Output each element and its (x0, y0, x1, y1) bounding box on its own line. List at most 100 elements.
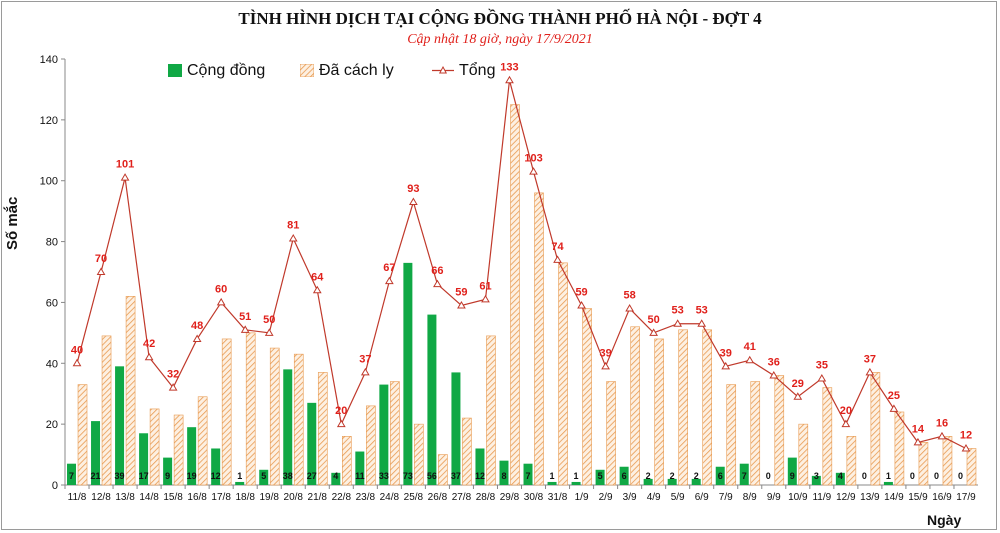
x-tick-label: 12/8 (91, 492, 111, 503)
bar-cong-dong (595, 469, 605, 485)
data-label-tong: 14 (912, 423, 925, 435)
bar-da-cach-ly (726, 384, 737, 486)
bar-da-cach-ly (846, 436, 857, 486)
data-label-cong-dong: 0 (934, 471, 939, 481)
y-tick-label: 0 (52, 480, 58, 492)
data-label-tong: 39 (599, 347, 611, 359)
bar-cong-dong (787, 457, 797, 485)
x-tick-label: 25/8 (404, 492, 424, 503)
point-tong (72, 358, 82, 367)
x-tick-label: 13/9 (860, 492, 880, 503)
x-tick-label: 3/9 (623, 492, 637, 503)
x-axis-label: Ngày (927, 512, 962, 528)
point-tong (769, 370, 779, 379)
data-label-cong-dong: 3 (814, 471, 819, 481)
data-label-tong: 12 (960, 429, 972, 441)
data-label-cong-dong: 1 (237, 471, 242, 481)
data-label-cong-dong: 0 (862, 471, 867, 481)
y-tick-label: 140 (40, 54, 58, 66)
data-label-tong: 50 (263, 314, 275, 326)
y-tick-label: 60 (46, 297, 58, 309)
x-tick-label: 16/8 (187, 492, 207, 503)
point-tong (577, 300, 586, 309)
data-label-cong-dong: 4 (333, 471, 338, 481)
data-label-cong-dong: 12 (211, 471, 221, 481)
data-label-cong-dong: 6 (718, 471, 723, 481)
bar-cong-dong (355, 451, 365, 485)
bar-da-cach-ly (534, 192, 544, 486)
bar-cong-dong (739, 463, 749, 485)
data-label-cong-dong: 2 (694, 471, 699, 481)
x-tick-label: 20/8 (284, 492, 304, 503)
bar-cong-dong (331, 472, 341, 485)
point-tong (168, 383, 178, 391)
x-tick-label: 16/9 (932, 492, 952, 503)
data-label-cong-dong: 5 (261, 471, 266, 481)
bar-da-cach-ly (486, 335, 496, 486)
bar-da-cach-ly (366, 405, 376, 486)
y-tick-label: 40 (46, 358, 58, 370)
data-label-cong-dong: 7 (742, 471, 747, 481)
data-label-tong: 51 (239, 311, 251, 323)
point-tong (865, 367, 875, 376)
data-label-tong: 36 (768, 356, 780, 368)
point-tong (889, 404, 899, 412)
data-label-tong: 50 (648, 314, 660, 326)
data-label-tong: 61 (479, 280, 491, 292)
x-tick-label: 27/8 (452, 492, 472, 503)
bar-da-cach-ly (293, 353, 304, 486)
bar-cong-dong (811, 475, 821, 485)
data-label-cong-dong: 9 (165, 471, 170, 481)
data-label-tong: 70 (95, 253, 107, 265)
bar-cong-dong (379, 384, 389, 485)
data-label-tong: 35 (816, 360, 828, 372)
data-label-tong: 60 (215, 283, 227, 295)
bar-da-cach-ly (197, 396, 208, 486)
data-label-tong: 59 (455, 286, 467, 298)
bar-cong-dong (547, 481, 557, 485)
data-label-tong: 20 (840, 405, 852, 417)
data-label-tong: 53 (672, 305, 684, 317)
bar-cong-dong (667, 478, 677, 485)
point-tong (553, 255, 562, 263)
data-label-tong: 37 (359, 353, 371, 365)
data-label-cong-dong: 56 (427, 471, 437, 481)
data-label-tong: 20 (335, 405, 347, 417)
point-tong (721, 361, 731, 370)
data-label-tong: 16 (936, 417, 948, 429)
legend-label-cong-dong: Cộng đồng (187, 62, 266, 79)
x-tick-label: 24/8 (380, 492, 400, 503)
data-label-cong-dong: 12 (475, 471, 485, 481)
data-label-cong-dong: 38 (283, 471, 293, 481)
data-label-cong-dong: 19 (187, 471, 197, 481)
line-tong (76, 80, 967, 450)
point-tong (360, 367, 370, 376)
point-tong (505, 75, 514, 84)
legend-item-da-cach-ly: Đã cách ly (300, 62, 394, 80)
data-label-tong: 133 (500, 61, 518, 73)
bar-da-cach-ly (630, 326, 640, 486)
point-tong (673, 319, 683, 327)
x-tick-label: 15/8 (163, 492, 183, 503)
point-tong (240, 325, 250, 333)
data-label-cong-dong: 33 (379, 471, 389, 481)
bar-cong-dong (235, 481, 245, 485)
x-tick-label: 14/8 (139, 492, 159, 503)
data-label-cong-dong: 0 (766, 471, 771, 481)
data-label-cong-dong: 17 (139, 471, 149, 481)
x-tick-label: 11/8 (68, 492, 87, 503)
x-tick-label: 30/8 (524, 492, 544, 503)
x-tick-label: 10/9 (788, 492, 808, 503)
legend-item-tong: Tổng (432, 62, 495, 80)
data-label-cong-dong: 8 (501, 471, 506, 481)
data-label-tong: 59 (575, 286, 587, 298)
bar-da-cach-ly (125, 296, 136, 486)
data-label-tong: 93 (407, 183, 419, 195)
bar-da-cach-ly (750, 381, 761, 486)
y-tick-label: 120 (40, 115, 58, 127)
legend-item-cong-dong: Cộng đồng (168, 62, 265, 80)
point-tong (937, 431, 947, 440)
point-tong (336, 419, 346, 428)
chart-subtitle: Cập nhật 18 giờ, ngày 17/9/2021 (407, 32, 593, 47)
x-tick-label: 17/8 (211, 492, 231, 503)
